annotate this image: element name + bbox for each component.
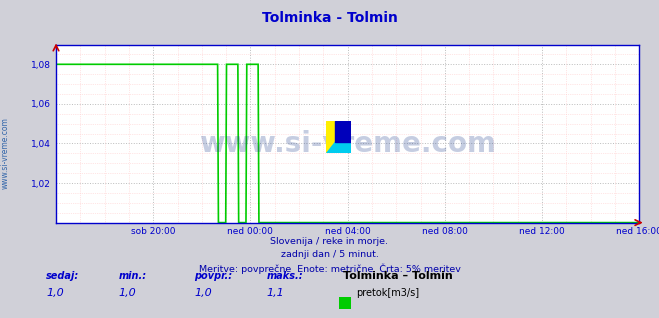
Text: povpr.:: povpr.: (194, 272, 233, 281)
Text: Meritve: povprečne  Enote: metrične  Črta: 5% meritev: Meritve: povprečne Enote: metrične Črta:… (198, 264, 461, 274)
Polygon shape (326, 121, 351, 153)
Text: pretok[m3/s]: pretok[m3/s] (356, 288, 419, 298)
Text: zadnji dan / 5 minut.: zadnji dan / 5 minut. (281, 250, 378, 259)
Text: maks.:: maks.: (267, 272, 304, 281)
Text: 1,0: 1,0 (46, 288, 64, 298)
Text: sedaj:: sedaj: (46, 272, 79, 281)
Text: 1,0: 1,0 (194, 288, 212, 298)
Text: 1,1: 1,1 (267, 288, 285, 298)
Text: www.si-vreme.com: www.si-vreme.com (1, 117, 10, 189)
Text: 1,0: 1,0 (119, 288, 136, 298)
Polygon shape (335, 121, 351, 142)
Text: Slovenija / reke in morje.: Slovenija / reke in morje. (270, 237, 389, 246)
Polygon shape (326, 121, 351, 153)
Text: min.:: min.: (119, 272, 147, 281)
Text: Tolminka – Tolmin: Tolminka – Tolmin (343, 272, 453, 281)
Text: Tolminka - Tolmin: Tolminka - Tolmin (262, 11, 397, 25)
Text: www.si-vreme.com: www.si-vreme.com (199, 130, 496, 158)
